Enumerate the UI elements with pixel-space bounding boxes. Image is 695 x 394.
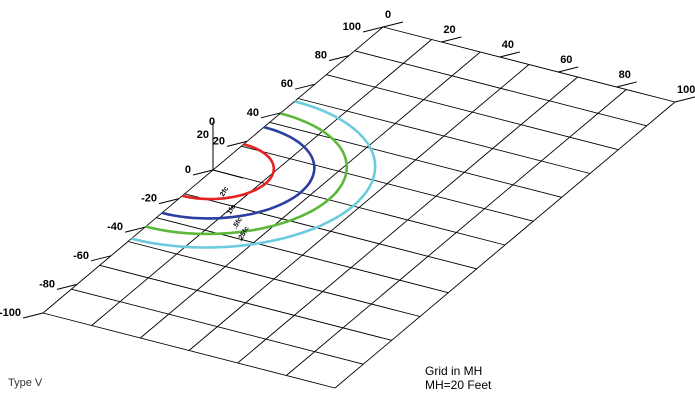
y-tick-label: 40	[247, 107, 259, 119]
y-tick-label: -60	[73, 250, 89, 262]
y-tick-mark	[192, 169, 214, 176]
x-axis-ticks: 0 20 40 60 80 100	[382, 9, 695, 103]
pole-secondary-label: 20	[197, 129, 209, 141]
isofootcandle-contours	[131, 100, 377, 249]
pole-base	[212, 169, 244, 179]
grid-line-along	[184, 193, 477, 270]
grid-lines	[42, 26, 676, 389]
grid-line-along	[127, 241, 421, 317]
y-tick-mark	[124, 226, 146, 233]
y-tick-label: 80	[315, 50, 327, 62]
y-tick-mark	[226, 140, 248, 147]
y-tick-mark	[294, 83, 316, 90]
x-tick-mark	[558, 66, 579, 73]
y-tick-label: 100	[343, 21, 361, 33]
grid-line-along	[241, 145, 534, 222]
y-tick-label: -40	[107, 221, 123, 233]
x-tick-mark	[674, 96, 695, 103]
y-tick-label: -100	[0, 307, 21, 319]
grid-note-line2: MH=20 Feet	[425, 378, 492, 392]
pole-label: 0	[209, 116, 215, 128]
contour-label: 2fc	[219, 186, 230, 198]
grid-line-along	[71, 288, 364, 365]
y-tick-mark	[22, 312, 44, 319]
y-tick-mark	[362, 26, 384, 33]
y-tick-label: 60	[281, 78, 293, 90]
grid-note-line1: Grid in MH	[425, 364, 483, 378]
grid-line-along	[269, 121, 562, 198]
y-tick-mark	[328, 55, 350, 62]
contour-p5fc	[145, 112, 349, 236]
x-tick-label: 80	[619, 69, 631, 81]
y-tick-label: -80	[39, 278, 55, 290]
contour-label: 1fc	[226, 203, 237, 215]
y-tick-mark	[260, 112, 282, 119]
grid-line-along	[326, 74, 619, 151]
grid-note: Grid in MH MH=20 Feet	[425, 364, 491, 392]
x-tick-label: 40	[502, 39, 514, 51]
x-tick-label: 20	[443, 24, 455, 36]
x-tick-mark	[616, 81, 637, 88]
y-tick-label: 20	[213, 135, 225, 147]
x-tick-label: 60	[560, 54, 572, 66]
x-tick-mark	[382, 21, 404, 28]
x-tick-label: 0	[385, 9, 391, 21]
grid-line-along	[297, 98, 591, 174]
pole-marker: 020	[197, 116, 244, 179]
grid-line-along	[212, 169, 506, 246]
x-tick-label: 100	[677, 84, 695, 96]
grid-line-along	[99, 264, 392, 341]
y-tick-mark	[90, 255, 112, 262]
contour-2fc	[182, 143, 276, 201]
x-tick-mark	[499, 51, 520, 58]
x-tick-mark	[441, 36, 462, 43]
grid-line-along	[382, 26, 676, 103]
y-tick-label: -20	[141, 193, 157, 205]
grid-line-along	[42, 312, 336, 389]
y-tick-mark	[56, 283, 78, 290]
y-tick-mark	[158, 198, 180, 205]
contour-1fc	[161, 125, 316, 220]
y-tick-label: 0	[185, 164, 191, 176]
grid-line-along	[156, 217, 449, 294]
contour-p25fc	[131, 100, 377, 249]
distribution-type-label: Type V	[8, 377, 43, 389]
grid-line-along	[354, 50, 647, 127]
